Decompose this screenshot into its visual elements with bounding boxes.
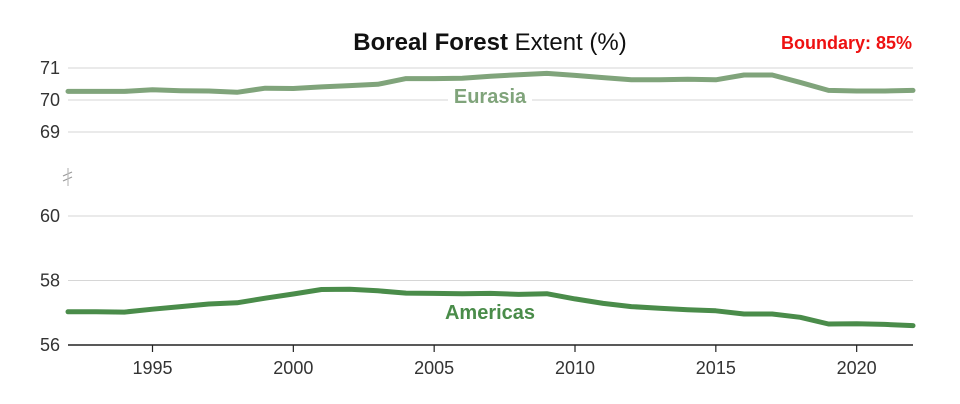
title-bold: Boreal Forest: [353, 29, 508, 56]
x-tick-label: 2000: [273, 358, 313, 378]
series-label: Eurasia: [454, 86, 527, 108]
y-tick-label: 56: [40, 335, 60, 355]
x-tick-label: 1995: [132, 358, 172, 378]
x-tick-label: 2020: [837, 358, 877, 378]
chart-title: Boreal Forest Extent (%): [353, 29, 626, 56]
y-tick-label: 70: [40, 90, 60, 110]
series-line-eurasia: [65, 70, 916, 95]
axis-break-icon: [62, 168, 73, 186]
y-tick-label: 58: [40, 271, 60, 291]
y-tick-label: 71: [40, 58, 60, 78]
x-tick-label: 2005: [414, 358, 454, 378]
series-label-bg: [448, 84, 532, 108]
series-line-americas: [65, 286, 916, 329]
x-tick-label: 2015: [696, 358, 736, 378]
series-label: Americas: [445, 302, 535, 324]
x-tick-label: 2010: [555, 358, 595, 378]
y-tick-label: 60: [40, 206, 60, 226]
title-rest: Extent (%): [508, 29, 627, 56]
y-tick-label: 69: [40, 122, 60, 142]
boundary-annotation: Boundary: 85%: [781, 33, 912, 53]
